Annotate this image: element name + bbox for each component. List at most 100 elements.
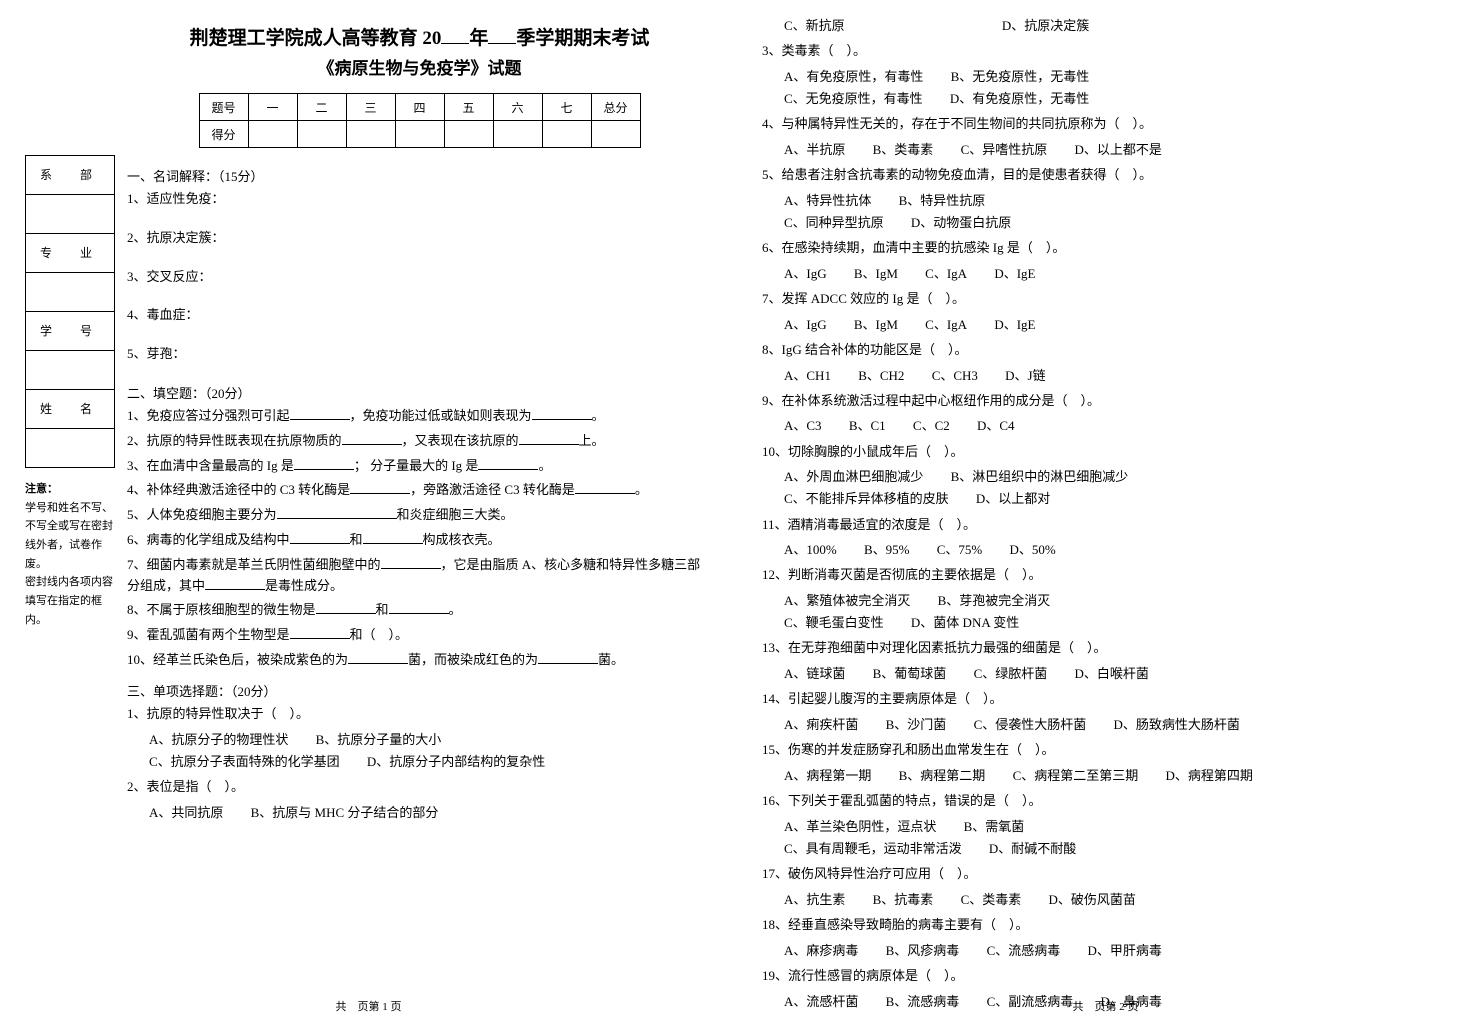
q-text: 。 [538,458,551,473]
mcq-opts: A、抗生素 B、抗毒素 C、类毒素 D、破伤风菌苗 [784,889,1449,911]
score-cell [395,121,444,148]
mcq: 9、在补体系统激活过程中起中心枢纽作用的成分是（ ）。 [762,391,1449,412]
q-text: 是毒性成分。 [265,578,343,593]
score-cell [346,121,395,148]
blank [294,456,354,470]
score-cell: 七 [542,94,591,121]
binding-gap [25,429,115,468]
opt-d: D、IgE [994,314,1035,336]
q-text: 。 [592,408,605,423]
opt-d: D、菌体 DNA 变性 [911,612,1019,634]
page-1: 系 部 专 业 学 号 姓 名 注意： 学号和姓名不写、不写全或写在密封线外者，… [0,0,737,1020]
opt-d: D、动物蛋白抗原 [911,212,1011,234]
fill-q: 9、霍乱弧菌有两个生物型是和（ ）。 [127,625,712,646]
mcq: 1、抗原的特异性取决于（ ）。 [127,704,712,725]
binding-cell-name: 姓 名 [25,389,115,429]
mcq: 17、破伤风特异性治疗可应用（ ）。 [762,864,1449,885]
mcq-opts: A、革兰染色阴性，逗点状 B、需氧菌 C、具有周鞭毛，运动非常活泼 D、耐碱不耐… [784,816,1449,860]
page-footer: 共 页第 1 页 [0,998,737,1014]
term-q: 3、交叉反应： [127,267,712,288]
opt-d: D、J链 [1005,365,1045,387]
score-cell [297,121,346,148]
opt-c: C、75% [937,539,983,561]
term-q: 1、适应性免疫： [127,189,712,210]
q-text: 构成核衣壳。 [423,532,501,547]
opt-b: B、95% [864,539,910,561]
binding-note-line: 学号和姓名不写、不写全或写在密封线外者，试卷作废。 [25,502,113,570]
score-cell: 题号 [199,94,248,121]
q-text: 2、抗原的特异性既表现在抗原物质的 [127,433,342,448]
binding-note: 注意： 学号和姓名不写、不写全或写在密封线外者，试卷作废。 密封线内各项内容填写… [25,480,115,630]
blank [290,406,350,420]
q-text: 菌，而被染成红色的为 [408,652,538,667]
score-cell [248,121,297,148]
score-header-row: 题号 一 二 三 四 五 六 七 总分 [199,94,640,121]
q-text: ，旁路激活途径 C3 转化酶是 [410,482,575,497]
opt-a: A、麻疹病毒 [784,940,858,962]
opt-c: C、鞭毛蛋白变性 [784,612,884,634]
score-cell [591,121,640,148]
fill-q: 1、免疫应答过分强烈可引起，免疫功能过低或缺如则表现为。 [127,406,712,427]
mcq-opts: A、痢疾杆菌 B、沙门菌 C、侵袭性大肠杆菌 D、肠致病性大肠杆菌 [784,714,1449,736]
opt-b: B、IgM [854,263,898,285]
q-text: 和 [350,532,363,547]
score-cell [493,121,542,148]
q-text: 3、在血清中含量最高的 Ig 是 [127,458,294,473]
term-blank [488,24,516,44]
mcq-opts: A、外周血淋巴细胞减少 B、淋巴组织中的淋巴细胞减少 C、不能排斥异体移植的皮肤… [784,466,1449,510]
opt-d: D、肠致病性大肠杆菌 [1113,714,1239,736]
opt-a: A、链球菌 [784,663,845,685]
term-q: 4、毒血症： [127,305,712,326]
opt-b: B、风疹病毒 [886,940,960,962]
mcq: 19、流行性感冒的病原体是（ ）。 [762,966,1449,987]
mcq-opts: C、新抗原 D、抗原决定簇 [784,15,1449,37]
mcq: 12、判断消毒灭菌是否彻底的主要依据是（ ）。 [762,565,1449,586]
mcq-opts: A、IgG B、IgM C、IgA D、IgE [784,314,1449,336]
score-cell: 三 [346,94,395,121]
opt-d: D、IgE [994,263,1035,285]
opt-a: A、共同抗原 [149,802,223,824]
opt-b: B、无免疫原性，无毒性 [951,66,1090,88]
opt-b: B、芽孢被完全消灭 [938,590,1051,612]
blank [381,555,441,569]
mcq: 8、IgG 结合补体的功能区是（ ）。 [762,340,1449,361]
q-text: 和炎症细胞三大类。 [397,507,514,522]
score-value-row: 得分 [199,121,640,148]
opt-d: D、抗原分子内部结构的复杂性 [367,751,545,773]
blank [532,406,592,420]
binding-note-label: 注意： [25,483,58,495]
mcq: 16、下列关于霍乱弧菌的特点，错误的是（ ）。 [762,791,1449,812]
opt-a: A、有免疫原性，有毒性 [784,66,923,88]
opt-c: C、流感病毒 [987,940,1061,962]
section-2-title: 二、填空题：（20分） [127,383,712,402]
mcq: 18、经垂直感染导致畸胎的病毒主要有（ ）。 [762,915,1449,936]
opt-d: D、以上都对 [976,488,1050,510]
opt-c: C、无免疫原性，有毒性 [784,88,923,110]
blank [290,530,350,544]
opt-a: A、抗原分子的物理性状 [149,729,288,751]
opt-d: D、白喉杆菌 [1074,663,1148,685]
score-cell: 得分 [199,121,248,148]
opt-a: A、CH1 [784,365,831,387]
fill-q: 8、不属于原核细胞型的微生物是和。 [127,600,712,621]
blank [478,456,538,470]
fill-q: 5、人体免疫细胞主要分为和炎症细胞三大类。 [127,505,712,526]
score-cell: 五 [444,94,493,121]
mcq: 4、与种属特异性无关的，存在于不同生物间的共同抗原称为（ ）。 [762,114,1449,135]
opt-b: B、抗原分子量的大小 [316,729,442,751]
opt-d: D、有免疫原性，无毒性 [950,88,1089,110]
mcq-opts: A、共同抗原 B、抗原与 MHC 分子结合的部分 [149,802,712,824]
fill-q: 10、经革兰氏染色后，被染成紫色的为菌，而被染成红色的为菌。 [127,650,712,671]
binding-cell-id: 学 号 [25,311,115,351]
binding-note-line: 密封线内各项内容填写在指定的框内。 [25,576,113,625]
opt-b: B、沙门菌 [886,714,947,736]
title-text: 季学期期末考试 [516,28,649,49]
opt-c: C、CH3 [932,365,978,387]
blank [348,650,408,664]
mcq: 6、在感染持续期，血清中主要的抗感染 Ig 是（ ）。 [762,238,1449,259]
blank [205,576,265,590]
opt-d: D、抗原决定簇 [1002,15,1089,37]
binding-cell-dept: 系 部 [25,155,115,195]
opt-a: A、100% [784,539,837,561]
opt-d: D、病程第四期 [1165,765,1252,787]
